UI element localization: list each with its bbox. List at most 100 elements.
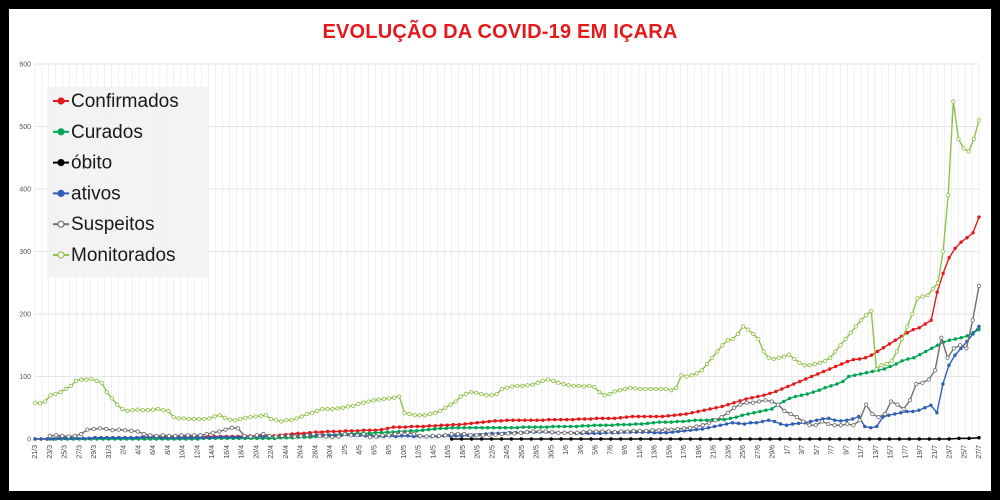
data-point <box>279 433 285 438</box>
data-point <box>858 372 863 376</box>
data-point <box>66 434 71 439</box>
data-point <box>907 437 912 441</box>
data-point <box>699 368 705 373</box>
data-point <box>881 415 885 419</box>
data-point <box>875 349 880 354</box>
x-tick-label: 20/4 <box>253 445 260 459</box>
data-point <box>799 393 804 397</box>
data-point <box>734 415 739 419</box>
data-point <box>732 401 736 405</box>
data-point <box>227 417 233 422</box>
data-point <box>541 418 545 422</box>
data-point <box>917 326 921 330</box>
x-tick-label: 28/5 <box>534 445 541 459</box>
data-point <box>953 337 958 341</box>
data-point <box>305 433 310 438</box>
data-point <box>223 427 228 432</box>
x-tick-label: 10/4 <box>180 445 187 459</box>
data-point <box>781 354 787 359</box>
data-point <box>688 425 693 430</box>
data-point <box>148 433 153 438</box>
data-point <box>263 413 268 418</box>
data-point <box>897 437 902 441</box>
data-point <box>718 437 723 441</box>
data-point <box>376 397 381 402</box>
data-point <box>798 379 802 384</box>
data-point <box>412 413 417 418</box>
data-point <box>553 417 557 422</box>
data-point <box>479 391 484 397</box>
data-point <box>828 437 832 441</box>
data-point <box>594 416 599 421</box>
data-point <box>906 357 910 361</box>
data-point <box>261 431 266 437</box>
data-point <box>857 418 862 423</box>
data-point <box>576 417 581 421</box>
data-point <box>273 434 278 439</box>
data-point <box>486 426 490 430</box>
data-point <box>772 419 777 424</box>
data-point <box>977 215 981 219</box>
data-point <box>882 367 886 371</box>
data-point <box>657 420 662 424</box>
data-point <box>965 334 969 338</box>
data-point <box>622 386 628 392</box>
data-point <box>681 419 685 424</box>
data-point <box>284 418 289 423</box>
data-point <box>802 363 807 368</box>
data-point <box>499 419 503 423</box>
data-point <box>75 436 79 441</box>
legend-item: Curados <box>53 122 143 143</box>
data-point <box>411 431 417 437</box>
data-point <box>130 408 135 413</box>
data-point <box>474 426 478 430</box>
data-point <box>712 424 717 429</box>
data-point <box>91 426 96 432</box>
data-point <box>869 308 874 313</box>
y-tick-label: 400 <box>19 187 31 194</box>
data-point <box>778 437 782 441</box>
data-point <box>338 429 342 434</box>
x-tick-label: 5/6 <box>593 445 600 455</box>
data-point <box>480 426 484 430</box>
data-point <box>85 427 90 432</box>
data-point <box>326 429 330 434</box>
data-point <box>469 421 473 426</box>
data-point <box>409 424 414 429</box>
data-point <box>571 383 576 388</box>
data-point <box>342 431 347 437</box>
data-point <box>581 430 586 435</box>
chart-frame: EVOLUÇÃO DA COVID-19 EM IÇARA 0 100 200 300… <box>9 9 991 491</box>
data-point <box>63 436 67 441</box>
y-tick-label: 200 <box>19 312 31 319</box>
x-tick-label: 13/7 <box>873 445 880 459</box>
legend-swatch-marker <box>57 159 65 167</box>
data-point <box>702 408 706 412</box>
data-point <box>565 417 569 422</box>
data-point <box>258 413 263 418</box>
data-point <box>397 425 402 429</box>
data-point <box>606 429 611 434</box>
data-point <box>489 393 494 398</box>
data-point <box>763 398 768 403</box>
data-point <box>373 428 378 432</box>
data-point <box>32 400 38 405</box>
data-point <box>698 437 703 441</box>
data-point <box>879 363 884 368</box>
data-point <box>417 413 422 418</box>
chart-title: EVOLUÇÃO DA COVID-19 EM IÇARA <box>322 21 678 43</box>
data-point <box>932 368 938 373</box>
data-point <box>801 419 806 424</box>
data-point <box>231 435 236 439</box>
data-point <box>819 419 825 424</box>
data-point <box>925 293 930 298</box>
data-point <box>645 421 650 426</box>
data-point <box>529 418 533 422</box>
legend-item: Suspeitos <box>53 214 154 235</box>
data-point <box>125 408 130 413</box>
data-point <box>812 361 817 367</box>
data-point <box>517 418 521 422</box>
y-tick-label: 100 <box>19 374 31 381</box>
data-point <box>135 429 140 434</box>
data-point <box>947 437 951 441</box>
